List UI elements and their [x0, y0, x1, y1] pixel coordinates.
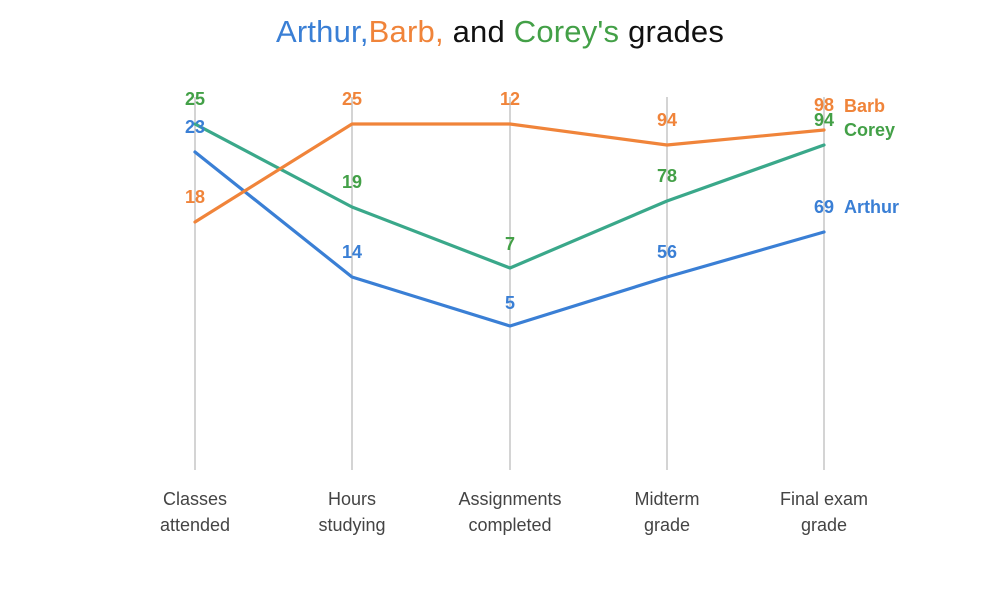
series-lines: [193, 122, 826, 328]
series-name-barb: Barb: [844, 96, 885, 116]
series-line-barb: [193, 122, 826, 224]
data-label-corey: 94: [814, 110, 834, 130]
chart-title: Arthur,Barb, and Corey's grades: [0, 14, 1000, 50]
data-label-arthur: 23: [185, 117, 205, 137]
category-label: Final exam grade: [780, 489, 868, 535]
data-label-barb: 12: [500, 89, 520, 109]
series-name-arthur: Arthur: [844, 197, 899, 217]
title-grades: grades: [619, 14, 725, 49]
title-corey: Corey's: [513, 14, 620, 49]
data-label-barb: 25: [342, 89, 362, 109]
data-label-arthur: 69: [814, 197, 834, 217]
category-label: Hours studying: [318, 489, 385, 535]
category-label: Assignments completed: [458, 489, 561, 535]
series-line-corey: [193, 122, 826, 270]
category-label: Midterm grade: [634, 489, 699, 535]
title-and: and: [443, 14, 514, 49]
data-label-barb: 98: [814, 95, 834, 115]
data-label-arthur: 56: [657, 242, 677, 262]
data-label-corey: 78: [657, 166, 677, 186]
data-label-corey: 19: [342, 172, 362, 192]
category-label: Classes attended: [160, 489, 230, 535]
category-labels: Classes attended Hours studying Assignments c…: [160, 489, 868, 535]
data-label-corey: 7: [505, 234, 515, 254]
data-label-barb: 18: [185, 187, 205, 207]
data-label-arthur: 5: [505, 293, 515, 313]
data-label-corey: 25: [185, 89, 205, 109]
series-line-arthur: [193, 150, 826, 328]
series-name-corey: Corey: [844, 120, 895, 140]
title-barb: Barb,: [368, 14, 444, 49]
title-arthur: Arthur,: [275, 14, 369, 49]
data-label-barb: 94: [657, 110, 677, 130]
data-label-arthur: 14: [342, 242, 362, 262]
axes: [194, 97, 825, 470]
